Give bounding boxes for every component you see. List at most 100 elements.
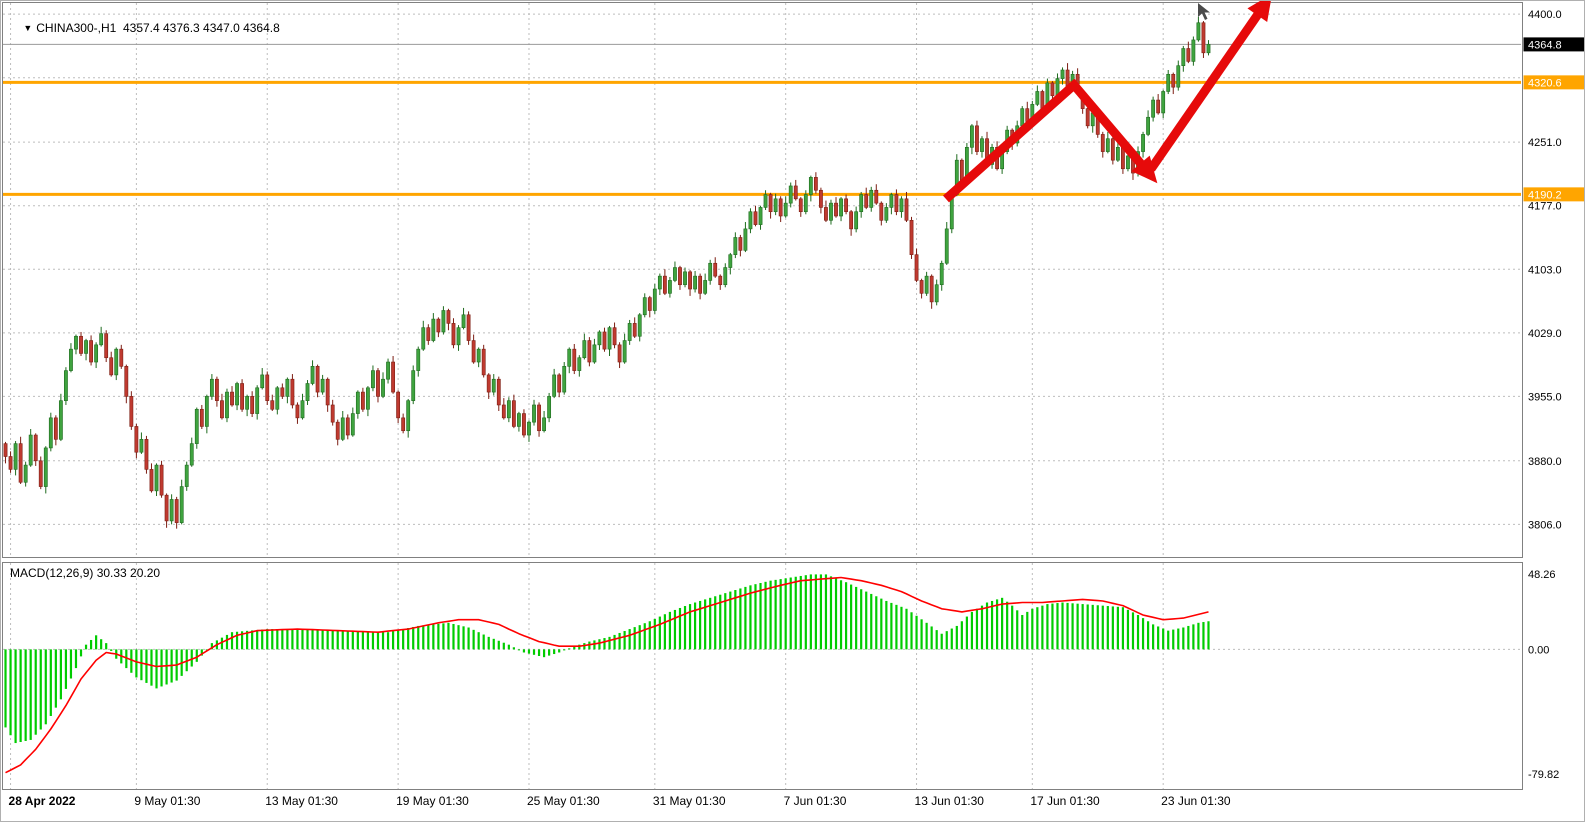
macd-histogram-bar <box>593 640 596 650</box>
candle-body <box>869 189 874 208</box>
chart-title: ▼ CHINA300-,H1 4357.4 4376.3 4347.0 4364.… <box>10 7 279 49</box>
macd-histogram-bar <box>799 575 802 650</box>
macd-histogram-bar <box>633 627 636 650</box>
macd-histogram-bar <box>321 629 324 650</box>
candle <box>260 368 265 390</box>
candle <box>763 190 768 210</box>
macd-histogram-bar <box>1031 608 1034 650</box>
macd-histogram-bar <box>844 582 848 650</box>
candle-body <box>325 378 330 406</box>
candle-body <box>476 348 481 363</box>
candle-body <box>1100 134 1105 152</box>
trend-arrow-line[interactable] <box>1147 4 1267 172</box>
candle-body <box>904 198 909 221</box>
candle <box>451 318 456 349</box>
candle <box>758 205 763 230</box>
candle-body <box>421 327 426 350</box>
macd-histogram-bar <box>74 649 78 669</box>
candle <box>527 420 531 442</box>
candle <box>834 197 838 218</box>
candle-body <box>506 400 511 419</box>
macd-histogram-bar <box>563 649 566 651</box>
candle <box>33 433 38 466</box>
price-axis-label: 4103.0 <box>1528 264 1562 276</box>
time-axis[interactable]: 28 Apr 2022 9 May 01:30 13 May 01:30 19 May… <box>9 794 1231 808</box>
macd-histogram-bar <box>14 649 17 744</box>
macd-histogram-bar <box>84 644 88 650</box>
hline-price-tag-label: 4320.6 <box>1528 77 1562 89</box>
candle <box>1176 60 1181 91</box>
macd-histogram-bar <box>301 629 304 650</box>
candle <box>647 295 652 318</box>
trend-arrow-annotation[interactable] <box>1147 1 1272 172</box>
candle <box>401 413 406 434</box>
macd-histogram-bar <box>532 649 536 655</box>
candle <box>164 493 169 528</box>
macd-histogram-bar <box>920 619 923 650</box>
macd-histogram-bar <box>19 649 22 743</box>
candle-body <box>914 254 919 281</box>
macd-histogram-bar <box>336 630 339 650</box>
macd-histogram-bar <box>1091 604 1094 650</box>
macd-histogram-bar <box>276 629 279 650</box>
price-axis[interactable]: 4400.0 4251.0 4177.0 4103.0 4029.0 3955.0 3880… <box>1523 9 1585 531</box>
candle <box>295 402 300 424</box>
horizontal-line-object[interactable]: 4190.2 <box>3 187 1585 202</box>
macd-histogram-bar <box>995 599 999 650</box>
candle-body <box>1050 82 1055 97</box>
candle <box>300 393 305 420</box>
candle-body <box>114 348 119 376</box>
macd-histogram-bar <box>824 574 828 650</box>
candle <box>43 446 48 494</box>
macd-histogram-bar <box>386 632 390 650</box>
candle <box>839 197 843 222</box>
time-axis-label: 13 May 01:30 <box>265 794 338 808</box>
macd-indicator-label: MACD(12,26,9) 30.33 20.20 <box>10 566 161 580</box>
candle <box>491 374 496 396</box>
candle <box>84 338 88 361</box>
candle <box>582 333 587 360</box>
macd-histogram-bar <box>673 609 677 650</box>
candle <box>849 209 854 236</box>
candle <box>355 390 360 419</box>
candle-body <box>159 464 164 496</box>
macd-axis-label: 0.00 <box>1528 644 1549 656</box>
candle-body <box>662 275 667 294</box>
candle <box>1181 45 1186 72</box>
macd-histogram-bar <box>925 622 928 650</box>
candle <box>899 196 904 218</box>
candle <box>496 376 501 411</box>
candle-body <box>763 194 768 208</box>
macd-histogram-bar <box>1021 615 1024 650</box>
macd-histogram-bar <box>105 643 108 650</box>
candle-body <box>119 348 124 367</box>
macd-histogram-bar <box>472 629 475 650</box>
candle <box>637 313 642 342</box>
macd-histogram-bar <box>165 649 168 685</box>
candle-body <box>260 374 265 389</box>
macd-axis[interactable]: 48.26 0.00 -79.82 <box>1528 569 1559 781</box>
candle <box>713 257 718 278</box>
horizontal-line-object[interactable]: 4320.6 <box>3 75 1585 90</box>
macd-histogram-bar <box>296 629 299 650</box>
candle <box>139 432 144 454</box>
time-axis-label: 9 May 01:30 <box>134 794 200 808</box>
macd-histogram-bar <box>291 629 294 650</box>
candle-body <box>778 198 783 217</box>
macd-histogram-bar <box>870 593 873 650</box>
candle-body <box>1151 99 1156 118</box>
candle <box>426 324 431 345</box>
macd-histogram-bar <box>1152 624 1155 650</box>
macd-histogram-bar <box>9 649 12 736</box>
trend-arrow-head[interactable] <box>1247 1 1272 23</box>
candle <box>753 205 758 227</box>
candle-body <box>592 344 597 363</box>
candle <box>657 273 662 296</box>
macd-histogram-bar <box>950 628 953 650</box>
macd-histogram-bar <box>1116 606 1119 650</box>
macd-histogram-bar <box>361 631 364 650</box>
trend-arrow-line[interactable] <box>943 78 1151 203</box>
macd-histogram-bar <box>316 629 319 650</box>
symbol-dropdown-icon[interactable]: ▼ <box>23 23 33 33</box>
